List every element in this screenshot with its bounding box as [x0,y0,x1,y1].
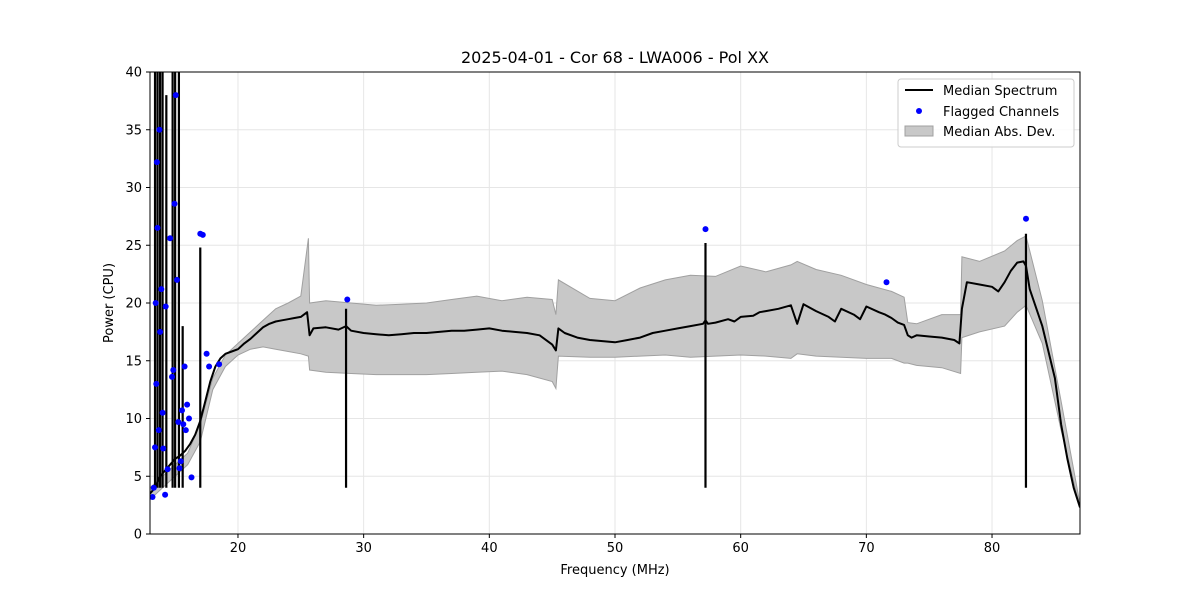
flagged-channel-point [150,494,156,500]
y-tick-label: 30 [125,181,142,196]
y-tick-label: 40 [125,66,142,81]
flagged-channel-point [182,427,189,434]
flagged-channel-point [175,419,182,425]
flagged-points-layer [150,92,1029,500]
flagged-channel-point [186,415,192,422]
legend-label-median: Median Spectrum [943,84,1057,99]
x-tick-label: 30 [355,541,372,556]
flagged-channel-point [164,466,171,473]
y-tick-label: 0 [134,528,142,543]
x-tick-label: 40 [481,541,498,556]
x-axis-label: Frequency (MHz) [560,563,669,578]
flagged-channel-point [158,286,165,293]
flagged-channel-point [206,363,213,370]
flagged-channel-point [153,159,160,166]
flagged-channel-point [203,350,210,357]
flagged-channel-point [171,200,178,207]
flagged-channel-point [162,491,169,498]
flagged-channel-point [180,421,187,428]
flagged-channel-point [188,474,195,481]
flagged-channel-point [152,300,159,306]
legend-label-flagged: Flagged Channels [943,105,1059,120]
x-tick-label: 70 [858,541,875,556]
flagged-channel-point [216,361,223,368]
legend-dot-swatch [916,108,922,114]
flagged-channel-point [167,235,174,242]
flagged-channel-point [170,367,177,373]
legend-band-swatch [904,125,934,137]
flagged-channel-point [199,231,206,238]
flagged-channel-point [172,92,179,99]
flagged-channel-point [153,380,160,387]
median-line-layer [150,260,1080,508]
y-tick-label: 20 [125,297,142,312]
flagged-channel-point [152,444,158,451]
y-tick-label: 35 [125,123,142,138]
mad-band-layer [150,235,1080,508]
y-axis-label: Power (CPU) [102,263,117,343]
flagged-channel-point [702,226,709,233]
flagged-channel-point [174,276,180,283]
y-axis: 0 5 10 15 20 25 30 35 40 [125,66,150,543]
x-tick-label: 20 [230,541,247,556]
mad-band [150,235,1080,508]
flagged-channel-point [154,224,161,231]
flagged-channel-point [176,465,183,472]
spike-layer [153,72,1028,488]
y-tick-label: 5 [134,470,142,485]
flagged-channel-point [181,363,188,370]
x-axis: 20 30 40 50 60 70 80 [230,534,1001,556]
chart-title: 2025-04-01 - Cor 68 - LWA006 - Pol XX [461,48,769,67]
legend-label-mad: Median Abs. Dev. [943,125,1055,140]
plot-area [150,72,1080,508]
flagged-channel-point [157,328,164,335]
flagged-channel-point [883,279,890,286]
flagged-channel-point [177,458,184,465]
legend-box [897,78,1075,148]
y-tick-label: 15 [125,354,142,369]
flagged-channel-point [155,427,162,434]
x-tick-label: 50 [607,541,624,556]
flagged-channel-point [159,409,166,416]
flagged-channel-point [179,407,185,414]
x-tick-label: 80 [984,541,1001,556]
flagged-channel-point [162,303,169,310]
flagged-channel-point [169,373,175,380]
flagged-channel-point [150,484,157,491]
legend: Median Spectrum Flagged Channels Median … [897,78,1075,148]
flagged-channel-point [160,445,167,452]
median-spectrum-line [150,260,1080,508]
flagged-channel-point [156,126,163,133]
y-tick-label: 25 [125,239,142,254]
x-tick-label: 60 [732,541,749,556]
flagged-channel-point [184,401,191,408]
flagged-channel-point [344,296,351,303]
y-tick-label: 10 [125,412,142,427]
flagged-channel-point [1023,215,1029,222]
